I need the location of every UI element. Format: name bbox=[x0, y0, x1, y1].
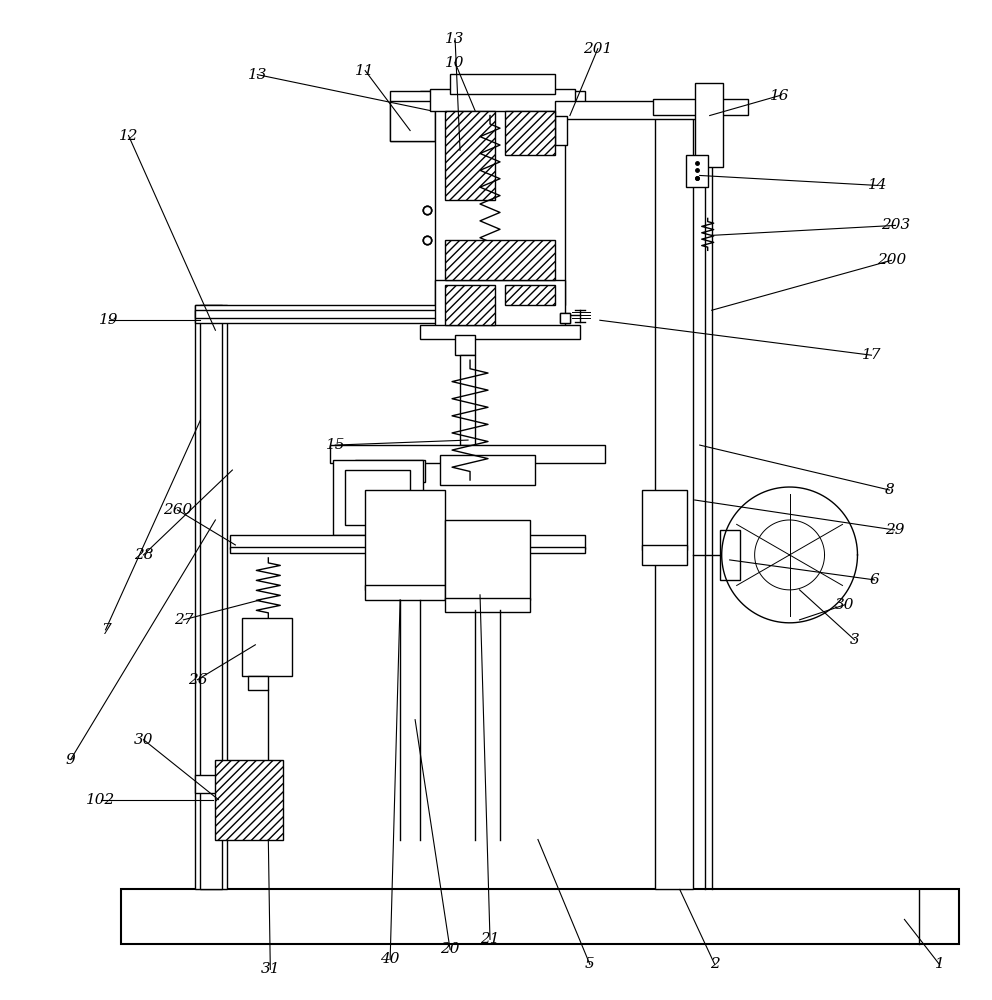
Bar bbox=[435, 280, 564, 330]
Bar bbox=[435, 106, 564, 305]
Bar bbox=[655, 101, 692, 889]
Bar bbox=[505, 111, 555, 155]
Bar bbox=[195, 775, 217, 793]
Bar bbox=[445, 111, 495, 200]
Bar bbox=[330, 445, 605, 463]
Text: 40: 40 bbox=[380, 952, 400, 966]
Bar bbox=[445, 520, 530, 600]
Text: 26: 26 bbox=[187, 673, 207, 687]
Bar bbox=[420, 91, 585, 111]
Bar bbox=[200, 305, 222, 889]
Text: 29: 29 bbox=[885, 523, 904, 537]
Bar bbox=[555, 101, 709, 119]
Bar bbox=[420, 325, 580, 339]
Bar bbox=[365, 490, 445, 590]
Text: 102: 102 bbox=[86, 793, 115, 807]
Text: 12: 12 bbox=[119, 129, 138, 143]
Bar bbox=[230, 535, 585, 549]
Text: 31: 31 bbox=[261, 962, 280, 976]
Bar bbox=[195, 305, 227, 889]
Text: 17: 17 bbox=[862, 348, 881, 362]
Bar bbox=[120, 889, 959, 944]
Bar bbox=[450, 74, 555, 94]
Bar bbox=[248, 676, 268, 690]
Bar bbox=[195, 305, 545, 323]
Bar bbox=[445, 240, 555, 280]
Text: 6: 6 bbox=[870, 573, 879, 587]
Text: 16: 16 bbox=[770, 89, 790, 103]
Text: 1: 1 bbox=[934, 957, 944, 971]
Text: 2: 2 bbox=[710, 957, 719, 971]
Bar bbox=[642, 490, 686, 550]
Text: 21: 21 bbox=[480, 932, 500, 946]
Bar bbox=[445, 285, 495, 325]
Bar bbox=[694, 83, 723, 167]
Bar bbox=[719, 530, 740, 580]
Text: 27: 27 bbox=[174, 613, 193, 627]
Text: 3: 3 bbox=[849, 633, 859, 647]
Bar bbox=[242, 618, 293, 676]
Text: 19: 19 bbox=[99, 313, 118, 327]
Bar bbox=[230, 547, 585, 553]
Bar bbox=[460, 355, 475, 445]
Text: 14: 14 bbox=[868, 178, 887, 192]
Bar bbox=[440, 455, 535, 485]
Bar bbox=[355, 460, 426, 482]
Text: 8: 8 bbox=[885, 483, 895, 497]
Text: 28: 28 bbox=[134, 548, 153, 562]
Text: 20: 20 bbox=[440, 942, 460, 956]
Text: 7: 7 bbox=[100, 623, 110, 637]
Bar bbox=[455, 335, 475, 355]
Text: 200: 200 bbox=[877, 253, 906, 267]
Bar bbox=[390, 101, 435, 141]
Bar bbox=[365, 585, 445, 600]
Bar bbox=[642, 545, 686, 565]
Bar bbox=[333, 460, 424, 535]
Text: 201: 201 bbox=[583, 42, 612, 56]
Bar bbox=[195, 310, 545, 318]
Bar bbox=[431, 89, 575, 111]
Text: 10: 10 bbox=[445, 56, 465, 70]
Bar bbox=[345, 470, 410, 525]
Text: 30: 30 bbox=[134, 733, 153, 747]
Bar bbox=[390, 91, 445, 141]
Bar bbox=[653, 99, 748, 115]
Text: 13: 13 bbox=[445, 32, 465, 46]
Text: 9: 9 bbox=[65, 753, 75, 767]
Bar bbox=[685, 155, 707, 187]
Text: 5: 5 bbox=[585, 957, 595, 971]
Bar bbox=[445, 598, 530, 612]
Bar bbox=[215, 760, 284, 840]
Bar bbox=[505, 285, 555, 305]
Text: 15: 15 bbox=[325, 438, 345, 452]
Text: 30: 30 bbox=[834, 598, 854, 612]
Bar bbox=[555, 116, 566, 145]
Text: 203: 203 bbox=[881, 218, 910, 232]
Text: 11: 11 bbox=[355, 64, 375, 78]
Text: 13: 13 bbox=[248, 68, 267, 82]
Text: 260: 260 bbox=[163, 503, 192, 517]
